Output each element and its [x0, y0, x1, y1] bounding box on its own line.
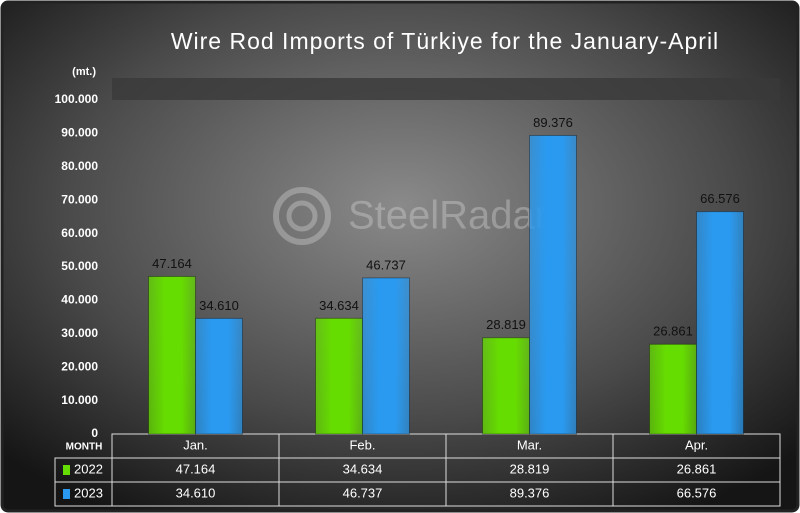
- y-tick-label: 80.000: [61, 159, 98, 173]
- value-label: 66.576: [700, 191, 740, 206]
- legend-label: 2022: [74, 461, 103, 476]
- value-label: 26.861: [653, 324, 693, 339]
- bar: [362, 277, 410, 435]
- x-tick-label: Jan.: [183, 437, 208, 452]
- x-tick-label: Mar.: [517, 437, 542, 452]
- bar: [195, 317, 243, 435]
- y-tick-label: 0: [91, 426, 98, 440]
- value-label: 47.164: [152, 256, 192, 271]
- y-tick-label: 90.000: [61, 126, 98, 140]
- bar: [482, 337, 530, 435]
- value-label: 28.819: [486, 317, 526, 332]
- y-tick-label: 40.000: [61, 293, 98, 307]
- y-tick-label: 60.000: [61, 226, 98, 240]
- table-cell: 34.610: [176, 485, 216, 500]
- plot-back-top: [112, 78, 780, 100]
- unit-label: (mt.): [72, 66, 96, 78]
- bar: [696, 211, 744, 435]
- table-cell: 28.819: [510, 461, 550, 476]
- legend-swatch: [63, 489, 70, 499]
- watermark-logo: [286, 200, 318, 232]
- y-tick-label: 10.000: [61, 393, 98, 407]
- x-tick-label: Apr.: [685, 437, 708, 452]
- value-label: 46.737: [366, 257, 406, 272]
- y-tick-label: 30.000: [61, 326, 98, 340]
- y-tick-label: 20.000: [61, 359, 98, 373]
- chart-title: Wire Rod Imports of Türkiye for the Janu…: [171, 28, 719, 54]
- bar: [315, 317, 363, 435]
- legend-swatch: [63, 465, 70, 475]
- x-tick-label: Feb.: [349, 437, 375, 452]
- table-cell: 66.576: [677, 485, 717, 500]
- bar: [148, 275, 196, 435]
- watermark-group: SteelRadar: [273, 187, 548, 245]
- y-tick-label: 100.000: [55, 92, 99, 106]
- table-cell: 46.737: [343, 485, 383, 500]
- legend-label: 2023: [74, 485, 103, 500]
- table-header: MONTH: [66, 442, 103, 453]
- watermark: SteelRadar: [348, 194, 548, 238]
- value-label: 34.634: [319, 298, 359, 313]
- y-tick-label: 70.000: [61, 192, 98, 206]
- bar: [649, 343, 697, 435]
- value-label: 89.376: [533, 115, 573, 130]
- table-cell: 26.861: [677, 461, 717, 476]
- table-cell: 34.634: [343, 461, 383, 476]
- watermark-logo: [273, 187, 331, 245]
- y-tick-label: 50.000: [61, 259, 98, 273]
- table-cell: 47.164: [176, 461, 216, 476]
- bar: [529, 134, 577, 435]
- table-cell: 89.376: [510, 485, 550, 500]
- value-label: 34.610: [199, 298, 239, 313]
